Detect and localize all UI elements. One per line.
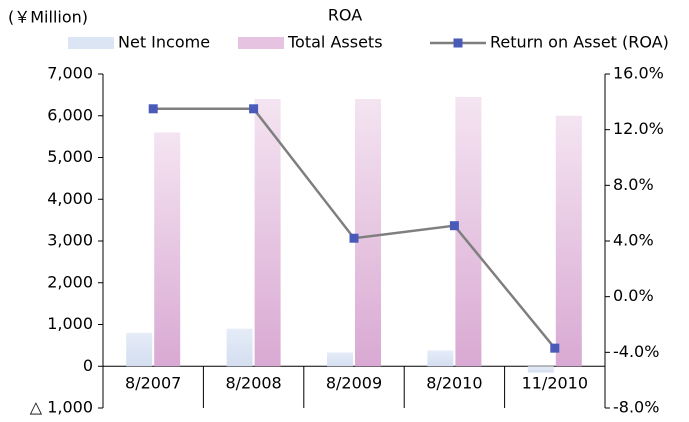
bar xyxy=(154,132,181,367)
x-tick-label: 8/2007 xyxy=(125,374,181,393)
legend-label: Net Income xyxy=(118,33,210,52)
y2-tick-label: 12.0% xyxy=(613,119,664,138)
x-tick-label: 8/2010 xyxy=(426,374,482,393)
legend-swatch xyxy=(68,37,114,49)
y-tick-label: 0 xyxy=(83,356,93,375)
marker xyxy=(148,104,158,114)
legend-label: Total Assets xyxy=(287,33,383,52)
marker xyxy=(249,104,259,114)
y-tick-label: 1,000 xyxy=(47,314,93,333)
marker xyxy=(349,233,359,243)
y2-tick-label: 16.0% xyxy=(613,64,664,83)
bar xyxy=(355,99,381,367)
legend-label: Return on Asset (ROA) xyxy=(490,33,669,52)
y-tick-label: 6,000 xyxy=(47,105,93,124)
y2-tick-label: 8.0% xyxy=(613,175,654,194)
y-axis-label: (￥Million) xyxy=(8,8,88,27)
bar xyxy=(126,332,153,367)
legend-marker xyxy=(453,38,463,48)
y2-tick-label: 0.0% xyxy=(613,286,654,305)
y2-tick-label: -8.0% xyxy=(613,398,659,417)
legend-swatch xyxy=(238,37,284,49)
y-tick-label: 2,000 xyxy=(47,272,93,291)
bar xyxy=(427,350,454,367)
y-tick-label: 3,000 xyxy=(47,231,93,250)
y-tick-label: 7,000 xyxy=(47,64,93,83)
x-tick-label: 8/2008 xyxy=(225,374,281,393)
y2-tick-label: 4.0% xyxy=(613,231,654,250)
bar xyxy=(527,366,554,373)
bar xyxy=(254,99,281,367)
y-tick-label: △ 1,000 xyxy=(30,398,93,417)
x-tick-label: 8/2009 xyxy=(326,374,382,393)
y-tick-label: 5,000 xyxy=(47,147,93,166)
marker xyxy=(449,221,459,231)
x-tick-label: 11/2010 xyxy=(522,374,588,393)
y2-tick-label: -4.0% xyxy=(613,342,659,361)
bar xyxy=(327,352,353,367)
marker xyxy=(550,343,560,353)
chart-title: ROA xyxy=(328,6,362,25)
bar xyxy=(226,328,253,367)
line xyxy=(153,107,556,349)
bar xyxy=(555,115,582,367)
y-tick-label: 4,000 xyxy=(47,189,93,208)
